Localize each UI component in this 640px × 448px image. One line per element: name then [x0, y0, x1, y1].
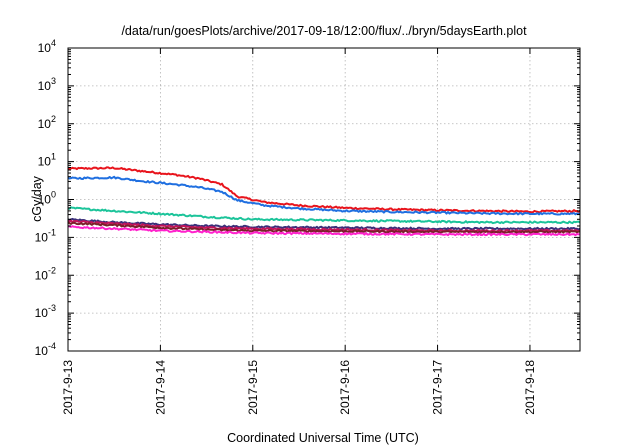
series-line-4 [67, 217, 581, 231]
series-line-6 [67, 221, 581, 234]
y-tick-base: 10 [38, 79, 52, 93]
x-tick-label: 2017-9-14 [153, 360, 167, 415]
y-tick-label: 104 [38, 38, 56, 55]
y-tick-exponent: 3 [51, 76, 56, 86]
y-tick-exponent: 2 [51, 114, 56, 124]
y-tick-base: 10 [38, 117, 52, 131]
y-tick-base: 10 [35, 230, 49, 244]
y-tick-exponent: 4 [51, 38, 56, 48]
x-tick-label: 2017-9-17 [431, 360, 445, 415]
y-tick-label: 101 [38, 152, 56, 169]
y-tick-base: 10 [38, 41, 52, 55]
x-axis-ticks: 2017-9-13 2017-9-14 2017-9-15 2017-9-16 2017… [61, 48, 537, 415]
y-tick-exponent: 0 [51, 190, 56, 200]
series-line-5 [67, 219, 581, 233]
x-axis-label: Coordinated Universal Time (UTC) [227, 431, 419, 445]
y-tick-exponent: -1 [48, 227, 56, 237]
y-tick-base: 10 [38, 155, 52, 169]
x-tick-label: 2017-9-16 [338, 360, 352, 415]
series-line-7 [67, 225, 581, 237]
y-tick-label: 102 [38, 114, 56, 131]
y-tick-label: 10-1 [35, 227, 56, 244]
y-tick-exponent: -3 [48, 303, 56, 313]
x-tick-label: 2017-9-15 [246, 360, 260, 415]
y-tick-label: 103 [38, 76, 56, 93]
y-tick-label: 10-4 [35, 341, 56, 358]
series-lines [67, 166, 581, 237]
series-line-2 [67, 175, 580, 216]
y-tick-exponent: 1 [51, 152, 56, 162]
y-tick-exponent: -2 [48, 265, 56, 275]
y-tick-exponent: -4 [48, 341, 56, 351]
y-tick-base: 10 [35, 344, 49, 358]
y-tick-label: 10-2 [35, 265, 56, 282]
x-tick-label: 2017-9-13 [61, 360, 75, 415]
y-tick-label: 10-3 [35, 303, 56, 320]
y-tick-label: 100 [38, 190, 56, 207]
series-line-1 [67, 166, 581, 214]
y-axis-label: cGy/day [30, 175, 44, 222]
chart-title: /data/run/goesPlots/archive/2017-09-18/1… [121, 24, 527, 38]
y-tick-base: 10 [38, 193, 52, 207]
y-tick-base: 10 [35, 306, 49, 320]
series-line-3 [67, 206, 581, 225]
grid-lines [68, 48, 580, 351]
x-tick-label: 2017-9-18 [523, 360, 537, 415]
y-tick-base: 10 [35, 268, 49, 282]
